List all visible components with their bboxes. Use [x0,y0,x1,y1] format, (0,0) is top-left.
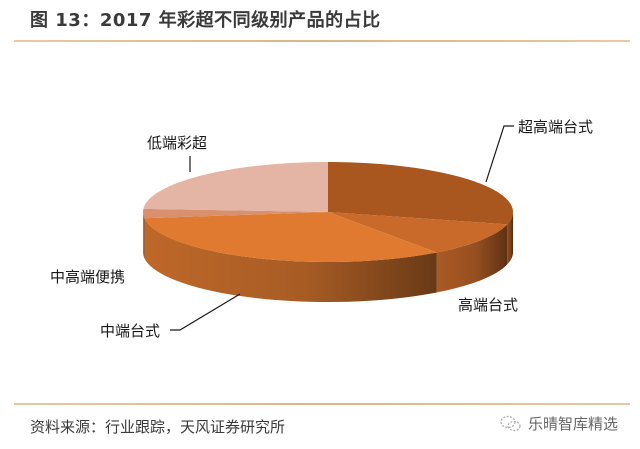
pie-slice-3 [143,208,328,219]
label-high-desktop: 高端台式 [458,296,519,314]
leader-line-ultra-high [485,125,514,183]
label-low-end: 低端彩超 [147,134,208,152]
pie-sides [143,212,513,302]
source-note: 资料来源：行业跟踪，天风证券研究所 [30,418,286,436]
leader-lines [170,125,514,331]
pie-slice-0 [328,162,513,225]
pie-slice-1 [328,212,508,253]
label-ultra-high-desktop: 超高端台式 [518,118,594,136]
bottom-divider [14,403,630,405]
chart-title: 图 13：2017 年彩超不同级别产品的占比 [30,10,381,31]
top-divider [14,40,630,42]
pie-chart: 超高端台式 低端彩超 中高端便携 中端台式 高端台式 [0,44,640,400]
pie-chart-svg [143,125,514,331]
label-mid-desktop: 中端台式 [100,322,161,340]
pie-slice-4 [143,162,328,212]
pie-tops [143,162,513,262]
wechat-icon [500,415,521,431]
label-mid-high-portable: 中高端便携 [50,268,126,286]
watermark: 乐晴智库精选 [500,413,618,434]
leader-line-mid [170,293,241,331]
pie-slice-2 [144,212,437,262]
watermark-text: 乐晴智库精选 [528,415,619,433]
